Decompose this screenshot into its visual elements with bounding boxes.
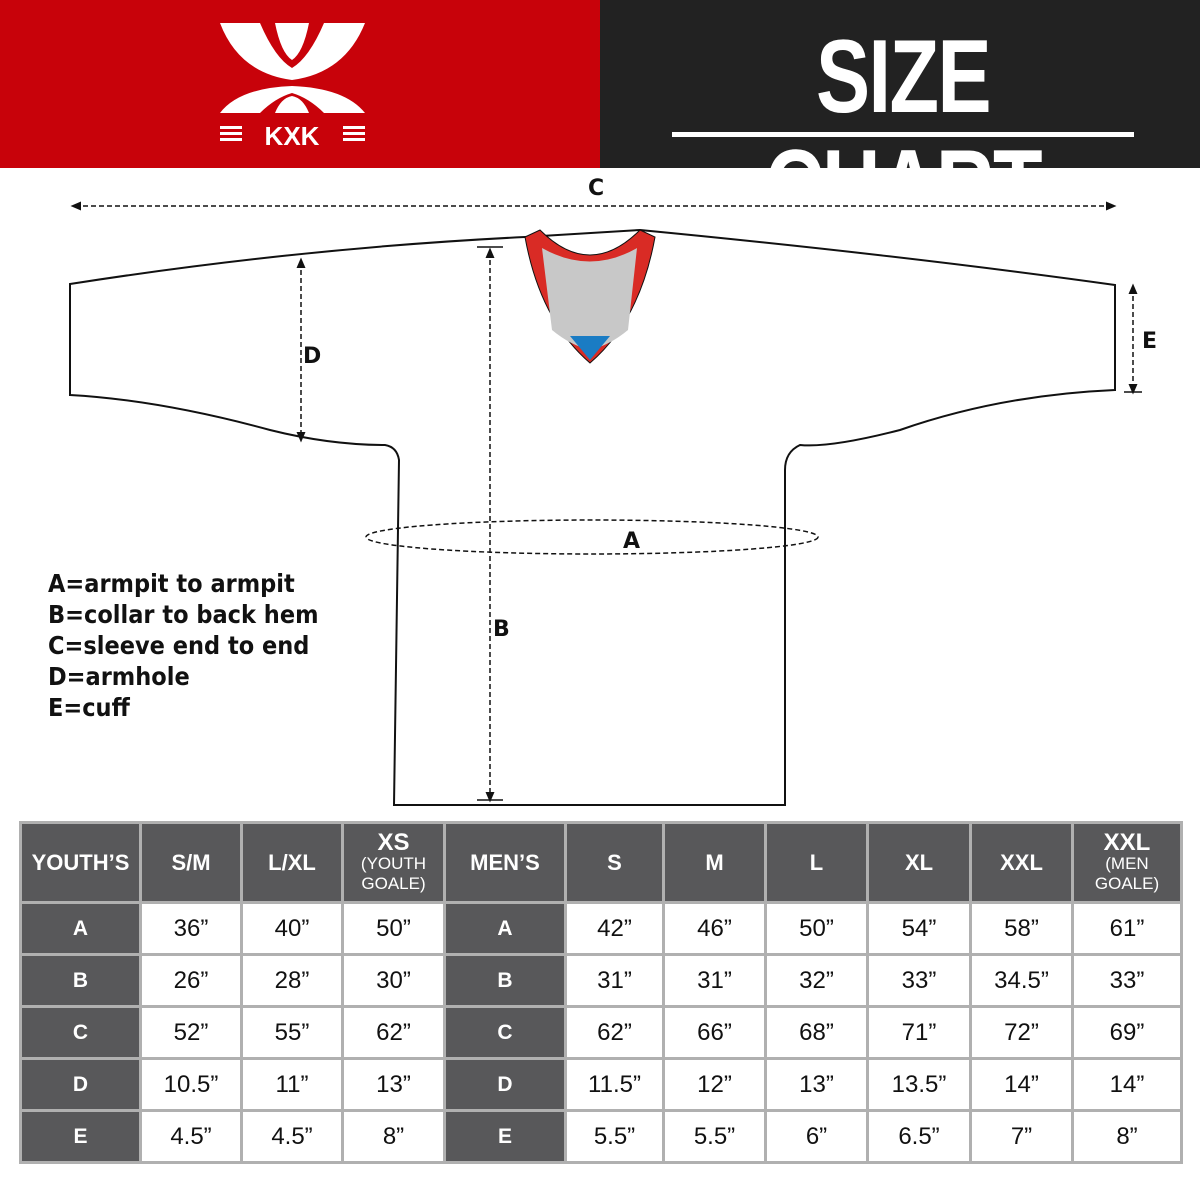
men-header: MEN’S (443, 821, 567, 904)
row-key: A (443, 901, 567, 956)
table-cell: 14” (969, 1057, 1074, 1112)
table-cell: 14” (1071, 1057, 1183, 1112)
table-cell: 6.5” (866, 1109, 972, 1164)
table-cell: 4.5” (240, 1109, 344, 1164)
row-key: E (443, 1109, 567, 1164)
table-cell: 30” (341, 953, 446, 1008)
table-cell: 68” (764, 1005, 869, 1060)
table-cell: 31” (564, 953, 665, 1008)
row-key: E (19, 1109, 142, 1164)
title-banner (600, 0, 1200, 168)
table-cell: 52” (139, 1005, 243, 1060)
measure-a-ellipse (365, 519, 819, 555)
row-key: A (19, 901, 142, 956)
table-row: B 26” 28” 30” B 31” 31” 32” 33” 34.5” 33” (19, 953, 1183, 1008)
label-c: C (588, 176, 605, 201)
row-key: D (443, 1057, 567, 1112)
table-cell: 42” (564, 901, 665, 956)
men-size-header: S (564, 821, 665, 904)
measurement-legend: A=armpit to armpit B=collar to back hem … (48, 568, 349, 723)
table-cell: 69” (1071, 1005, 1183, 1060)
men-size-header: XXL (969, 821, 1074, 904)
size-table: YOUTH’S S/M L/XL XS (YOUTH GOALE) MEN’S S M L XL X… (19, 821, 1183, 1164)
table-cell: 12” (662, 1057, 767, 1112)
collar-tip (570, 336, 610, 360)
youth-size-header: XS (YOUTH GOALE) (341, 821, 446, 904)
table-cell: 4.5” (139, 1109, 243, 1164)
table-cell: 34.5” (969, 953, 1074, 1008)
table-cell: 8” (341, 1109, 446, 1164)
legend-item: D=armhole (48, 662, 190, 691)
men-size-header: XL (866, 821, 972, 904)
row-key: D (19, 1057, 142, 1112)
men-size-header: XXL (MEN GOALE) (1071, 821, 1183, 904)
row-key: B (19, 953, 142, 1008)
men-size-header: M (662, 821, 767, 904)
table-cell: 11.5” (564, 1057, 665, 1112)
table-cell: 13” (764, 1057, 869, 1112)
table-cell: 13.5” (866, 1057, 972, 1112)
table-cell: 8” (1071, 1109, 1183, 1164)
size-note: (YOUTH GOALE) (360, 853, 427, 893)
legend-item: B=collar to back hem (48, 600, 319, 629)
table-cell: 36” (139, 901, 243, 956)
youth-size-header: S/M (139, 821, 243, 904)
table-cell: 61” (1071, 901, 1183, 956)
table-cell: 7” (969, 1109, 1074, 1164)
legend-item: A=armpit to armpit (48, 569, 295, 598)
kxk-logo: KXK (220, 23, 365, 151)
table-cell: 28” (240, 953, 344, 1008)
table-row: A 36” 40” 50” A 42” 46” 50” 54” 58” 61” (19, 901, 1183, 956)
size-label: XXL (1103, 828, 1151, 856)
table-cell: 33” (866, 953, 972, 1008)
table-cell: 40” (240, 901, 344, 956)
table-cell: 33” (1071, 953, 1183, 1008)
row-key: B (443, 953, 567, 1008)
table-cell: 50” (341, 901, 446, 956)
size-label: XS (377, 828, 410, 856)
table-row: E 4.5” 4.5” 8” E 5.5” 5.5” 6” 6.5” 7” 8” (19, 1109, 1183, 1164)
table-cell: 32” (764, 953, 869, 1008)
table-row: C 52” 55” 62” C 62” 66” 68” 71” 72” 69” (19, 1005, 1183, 1060)
youth-size-header: L/XL (240, 821, 344, 904)
brand-banner: KXK (0, 0, 600, 168)
table-cell: 10.5” (139, 1057, 243, 1112)
table-cell: 62” (564, 1005, 665, 1060)
table-cell: 58” (969, 901, 1074, 956)
label-a: A (623, 529, 641, 554)
title-underline (672, 132, 1134, 137)
men-size-header: L (764, 821, 869, 904)
label-d: D (303, 344, 322, 369)
table-cell: 62” (341, 1005, 446, 1060)
label-b: B (493, 617, 510, 642)
table-cell: 72” (969, 1005, 1074, 1060)
table-cell: 6” (764, 1109, 869, 1164)
collar-inner (542, 248, 637, 350)
page-title: SIZE CHART (764, 19, 1043, 245)
table-cell: 46” (662, 901, 767, 956)
jersey-outline (69, 228, 1116, 806)
svg-text:KXK: KXK (265, 121, 320, 151)
table-cell: 26” (139, 953, 243, 1008)
label-e: E (1142, 329, 1158, 354)
table-cell: 55” (240, 1005, 344, 1060)
table-cell: 13” (341, 1057, 446, 1112)
legend-item: C=sleeve end to end (48, 631, 310, 660)
row-key: C (19, 1005, 142, 1060)
size-note: (MEN GOALE) (1094, 853, 1160, 893)
table-cell: 50” (764, 901, 869, 956)
table-cell: 11” (240, 1057, 344, 1112)
jersey-diagram (69, 201, 1142, 806)
table-cell: 54” (866, 901, 972, 956)
table-cell: 66” (662, 1005, 767, 1060)
table-cell: 71” (866, 1005, 972, 1060)
legend-item: E=cuff (48, 693, 130, 722)
table-cell: 31” (662, 953, 767, 1008)
row-key: C (443, 1005, 567, 1060)
table-cell: 5.5” (662, 1109, 767, 1164)
table-header-row: YOUTH’S S/M L/XL XS (YOUTH GOALE) MEN’S S M L XL X… (19, 821, 1183, 904)
youth-header: YOUTH’S (19, 821, 142, 904)
table-cell: 5.5” (564, 1109, 665, 1164)
table-row: D 10.5” 11” 13” D 11.5” 12” 13” 13.5” 14” 14” (19, 1057, 1183, 1112)
